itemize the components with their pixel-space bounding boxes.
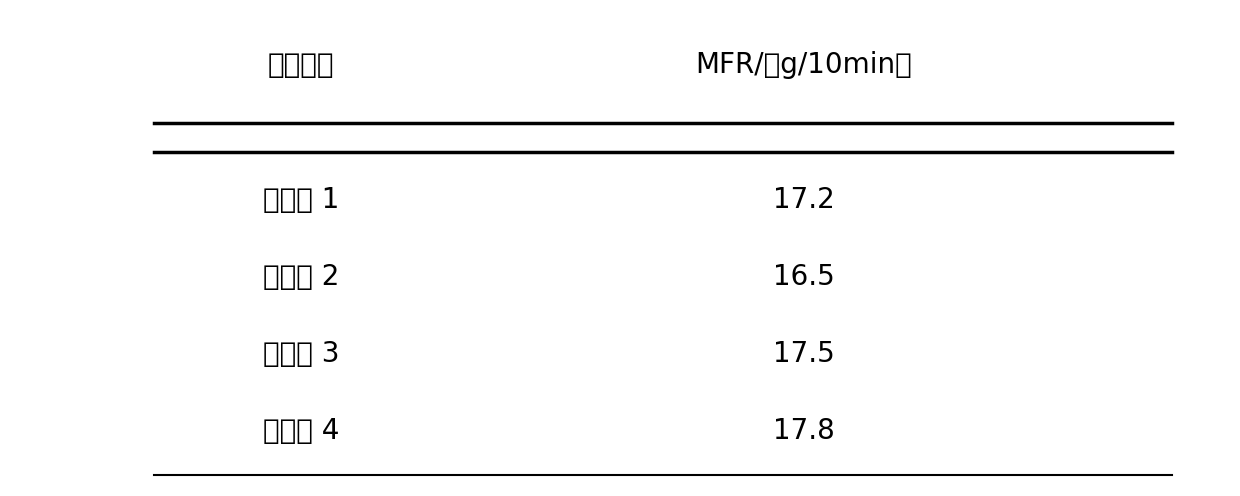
Text: 实施例 2: 实施例 2 <box>263 263 340 291</box>
Text: 17.8: 17.8 <box>773 417 835 445</box>
Text: 实施例 3: 实施例 3 <box>263 340 340 368</box>
Text: 实施例 1: 实施例 1 <box>263 186 340 214</box>
Text: 17.2: 17.2 <box>773 186 835 214</box>
Text: 17.5: 17.5 <box>773 340 835 368</box>
Text: MFR/（g/10min）: MFR/（g/10min） <box>696 51 913 79</box>
Text: 测试对象: 测试对象 <box>268 51 335 79</box>
Text: 实施例 4: 实施例 4 <box>263 417 340 445</box>
Text: 16.5: 16.5 <box>773 263 835 291</box>
